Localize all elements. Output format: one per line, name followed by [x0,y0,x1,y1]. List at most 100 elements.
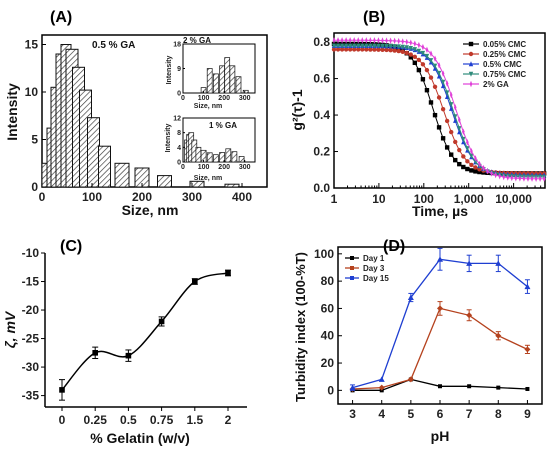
panel-b-point-1-22 [420,62,426,67]
panel-b-point-4-3 [344,37,348,44]
panel-c-point-2 [125,352,132,359]
inset-1-ytick-label-0: 0 [177,91,181,98]
panel-a-ytick-label-3: 15 [25,38,39,52]
panel-b-point-0-27 [440,136,446,141]
panel-c-xtick-label-1: 0.25 [84,413,108,427]
panel-b-point-3-2 [339,43,345,49]
panel-b-point-1-21 [416,57,422,63]
panel-b-point-3-16 [396,44,401,50]
inset-2ga-xlabel: Size, nm [194,103,222,110]
panel-d-xtick-label-5: 8 [495,407,502,421]
inset-1ga-xlabel: Size, nm [194,175,222,182]
panel-b-point-4-39 [490,170,493,177]
panel-b-xtick-label-1: 10 [372,192,386,206]
panel-b-point-4-23 [425,46,429,54]
panel-b-point-1-26 [436,95,442,100]
panel-b-point-4-11 [377,37,380,44]
panel-b-point-4-33 [466,139,469,146]
panel-b-legend-label-3: 0.75% CMC [483,70,526,79]
panel-b-point-3-10 [372,43,377,49]
panel-b-point-4-5 [352,37,356,44]
panel-b-point-0-19 [408,55,413,60]
panel-b-point-3-3 [343,43,349,49]
inset-2ga-ticks: 0 100 200 300 0 9 18 [173,42,250,103]
panel-a-bar-14 [224,183,240,188]
panel-b-point-4-51 [538,175,542,183]
panel-b-point-0-21 [416,67,422,73]
panel-b-ytick-label-2: 0.4 [313,108,330,122]
panel-d-point-1-4 [466,312,473,319]
panel-b-point-4-26 [437,62,441,69]
inset-1ga-ylabel: Intensity [165,124,172,153]
panel-b-legend-label-1: 0.25% CMC [483,50,526,59]
panel-b-point-3-9 [368,43,373,49]
panel-a-bar-9 [98,145,111,188]
panel-b-point-1-20 [412,54,418,60]
panel-c-xlabel: % Gelatin (w/v) [90,430,190,446]
panel-c-xtick-label-2: 0.5 [120,413,137,427]
panel-b-point-1-31 [457,147,462,153]
panel-b-point-4-0 [332,37,336,44]
panel-c-xtick-label-0: 0 [59,413,66,427]
panel-d-legend-label-1: Day 3 [363,264,385,273]
panel-d-point-1-5 [495,332,502,339]
panel-b-point-0-23 [424,88,430,93]
panel-b-point-4-19 [409,39,413,46]
panel-b-point-1-17 [400,49,405,55]
panel-b-point-4-6 [356,37,360,44]
panel-b-point-4-44 [510,174,514,182]
inset-1-bar-6 [235,76,242,94]
panel-b-point-4-42 [502,173,506,181]
panel-b-point-1-24 [428,75,434,80]
inset-2-bar-9 [225,148,232,163]
panel-b-point-4-45 [514,175,518,182]
panel-d-series-0 [350,377,530,393]
panel-b-point-4-10 [373,37,376,44]
panel-b-ytick-label-3: 0.6 [313,72,330,86]
panel-b-point-4-32 [462,128,465,135]
inset-1-bar-4 [224,57,231,94]
panel-b-point-4-34 [470,147,473,155]
inset-2-bar-10 [231,151,238,163]
inset-1ga-bars [184,132,245,163]
inset-1ga-ticks: 0 100 200 300 0 4 8 12 [173,116,250,172]
panel-b-point-1-6 [356,47,361,52]
panel-a-bar-8 [87,117,100,188]
panel-c-point-0 [59,387,65,393]
panel-d-series [349,247,531,393]
panel-b-point-4-1 [336,37,340,44]
panel-b-point-3-13 [384,43,389,49]
panel-a-xtick-label-1: 100 [82,190,102,204]
panel-b-point-4-16 [397,37,400,45]
panel-b-point-3-27 [440,79,446,85]
panel-c-ytick-label-0: -35 [22,389,40,403]
panel-c-ticks: 0 0.25 0.5 0.75 1.5 2 -35 -30 -25 -20 -15 -10 [22,246,232,427]
panel-a-xlabel: Size, nm [122,202,179,218]
panel-a-xtick-label-4: 400 [232,190,252,204]
panel-b-point-0-29 [448,152,454,157]
panel-c-ytick-label-3: -20 [22,303,40,317]
panel-b-point-2-28 [444,94,450,100]
panel-d-ytick-label-1: 20 [321,356,335,370]
panel-b-point-3-34 [469,153,474,159]
panel-b-point-4-47 [522,175,526,182]
panel-d-point-0-3 [438,384,442,389]
panel-c-ylabel: ζ, mV [2,310,18,348]
panel-d-point-2-5 [495,260,502,266]
panel-a-annotation: 0.5 % GA [92,40,135,51]
panel-d-xtick-label-4: 7 [466,407,473,421]
inset-2-xtick-label-2: 200 [218,164,230,171]
panel-b-point-0-25 [432,112,438,118]
panel-a-label: (A) [50,9,72,26]
panel-b-point-1-2 [339,47,345,52]
panel-a-frame [41,34,268,188]
panel-b-point-1-33 [465,159,470,164]
panel-b-point-3-11 [376,43,381,49]
panel-b-point-0-20 [412,60,418,66]
panel-b-point-3-12 [380,43,385,49]
panel-b-point-0-32 [461,164,466,170]
panel-b-point-1-36 [477,167,482,172]
panel-b-series [331,37,547,183]
inset-2-ytick-label-3: 12 [173,116,181,123]
